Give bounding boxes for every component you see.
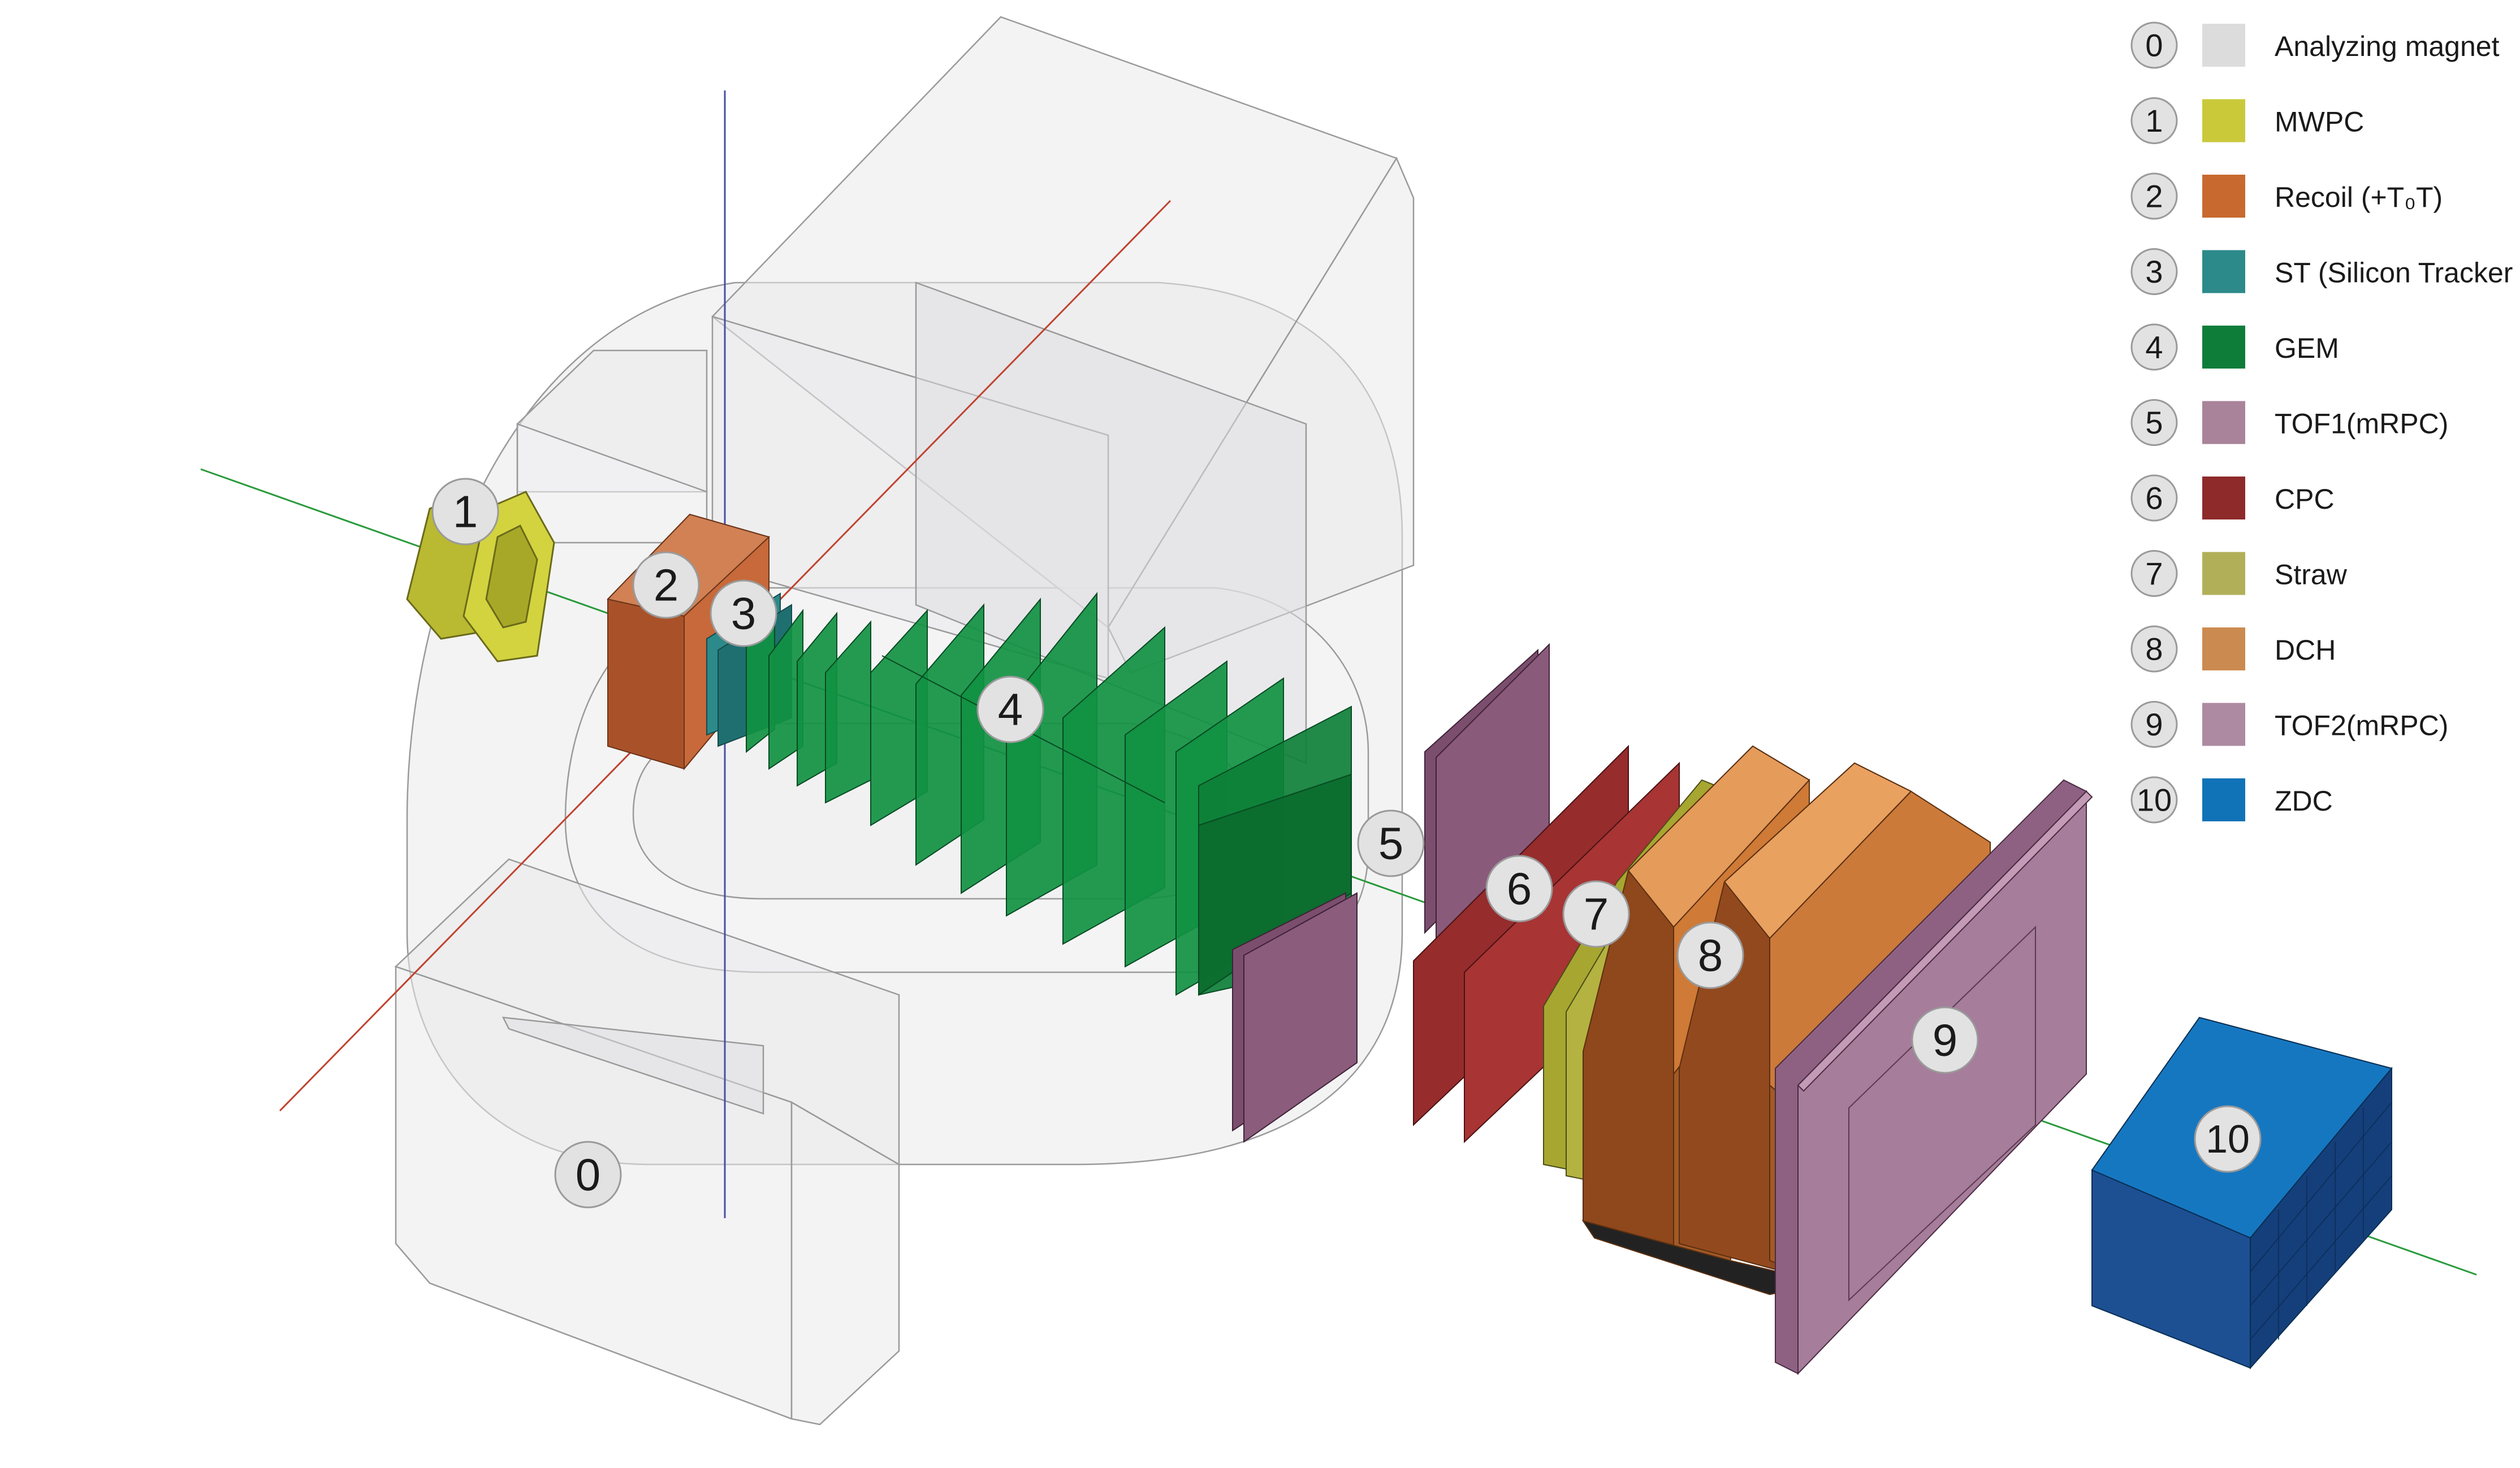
legend-item: 5 TOF1(mRPC) — [2130, 399, 2448, 446]
legend-label: DCH — [2275, 634, 2336, 666]
legend-item: 8 DCH — [2130, 625, 2336, 673]
legend-number-circle — [2130, 97, 2178, 144]
legend-item: 9 TOF2(mRPC) — [2130, 701, 2448, 748]
legend-swatch — [2202, 703, 2245, 746]
legend-label: ZDC — [2275, 785, 2333, 817]
callout-4: 4 — [976, 675, 1044, 743]
legend-swatch — [2202, 552, 2245, 595]
legend-item: 4 GEM — [2130, 323, 2339, 371]
legend-number: 1 — [2145, 103, 2163, 138]
legend-number: 9 — [2145, 707, 2163, 742]
legend-number: 2 — [2145, 179, 2163, 214]
legend-label: GEM — [2275, 332, 2339, 364]
callout-label: 8 — [1698, 930, 1723, 981]
legend-number-circle — [2130, 474, 2178, 522]
callout-8: 8 — [1676, 921, 1744, 989]
legend-label: Recoil (+T₀T) — [2275, 181, 2443, 213]
legend-number-circle — [2130, 550, 2178, 597]
legend-swatch — [2202, 326, 2245, 369]
legend-label: Straw — [2275, 559, 2348, 591]
legend-label: MWPC — [2275, 106, 2364, 138]
callout-label: 1 — [453, 487, 478, 537]
legend-swatch — [2202, 401, 2245, 444]
legend-number: 10 — [2137, 782, 2172, 818]
legend-number-circle — [2130, 776, 2178, 824]
legend-item: 7 Straw — [2130, 550, 2348, 597]
legend-swatch — [2202, 175, 2245, 218]
tof1-detector — [1232, 643, 1550, 1143]
tof2-detector — [1775, 779, 2093, 1375]
legend-swatch — [2202, 778, 2245, 821]
callout-label: 2 — [654, 560, 679, 610]
legend-label: TOF2(mRPC) — [2275, 710, 2448, 742]
legend-number-circle — [2130, 701, 2178, 748]
callout-6: 6 — [1485, 855, 1553, 923]
callout-label: 10 — [2206, 1117, 2250, 1161]
zdc-detector — [2091, 1016, 2393, 1370]
legend-swatch — [2202, 627, 2245, 670]
legend-number: 7 — [2145, 556, 2163, 591]
legend-number-circle — [2130, 172, 2178, 220]
legend-swatch — [2202, 250, 2245, 293]
legend-number-circle — [2130, 399, 2178, 446]
legend-swatch — [2202, 477, 2245, 519]
legend-number: 4 — [2145, 330, 2163, 365]
callout-7: 7 — [1562, 880, 1630, 948]
callout-label: 4 — [998, 685, 1023, 735]
callout-10: 10 — [2194, 1105, 2262, 1173]
legend-number: 8 — [2145, 631, 2163, 667]
legend: 0 Analyzing magnet 1 MWPC 2 Recoil (+T₀T) 3 ST … — [2130, 21, 2513, 824]
callout-label: 9 — [1933, 1015, 1958, 1066]
legend-number: 3 — [2145, 254, 2163, 289]
legend-swatch — [2202, 24, 2245, 67]
legend-number-circle — [2130, 248, 2178, 295]
callout-label: 0 — [576, 1150, 601, 1200]
callout-label: 7 — [1584, 889, 1609, 939]
gem-detector — [746, 592, 1352, 996]
legend-item: 6 CPC — [2130, 474, 2335, 522]
callout-label: 3 — [731, 588, 757, 639]
legend-item: 0 Analyzing magnet — [2130, 21, 2500, 69]
callout-5: 5 — [1357, 809, 1425, 877]
legend-number: 0 — [2145, 28, 2163, 63]
legend-label: CPC — [2275, 483, 2335, 515]
callout-label: 5 — [1378, 819, 1404, 869]
callout-label: 6 — [1507, 864, 1532, 914]
legend-number: 6 — [2145, 480, 2163, 516]
legend-swatch — [2202, 99, 2245, 142]
callout-2: 2 — [632, 551, 700, 619]
legend-number-circle — [2130, 323, 2178, 371]
legend-item: 2 Recoil (+T₀T) — [2130, 172, 2443, 220]
callout-1: 1 — [431, 478, 499, 545]
callout-0: 0 — [554, 1141, 622, 1209]
legend-item: 3 ST (Silicon Tracker — [2130, 248, 2513, 295]
legend-number: 5 — [2145, 405, 2163, 440]
legend-item: 10 ZDC — [2130, 776, 2333, 824]
legend-number-circle — [2130, 21, 2178, 69]
legend-label: ST (Silicon Tracker — [2275, 257, 2513, 289]
legend-label: TOF1(mRPC) — [2275, 408, 2448, 440]
legend-label: Analyzing magnet — [2275, 31, 2500, 62]
callout-9: 9 — [1911, 1006, 1979, 1074]
diagram-callouts: 0 1 2 3 4 5 6 7 — [431, 478, 2262, 1209]
callout-3: 3 — [710, 579, 777, 647]
legend-number-circle — [2130, 625, 2178, 673]
legend-item: 1 MWPC — [2130, 97, 2364, 144]
